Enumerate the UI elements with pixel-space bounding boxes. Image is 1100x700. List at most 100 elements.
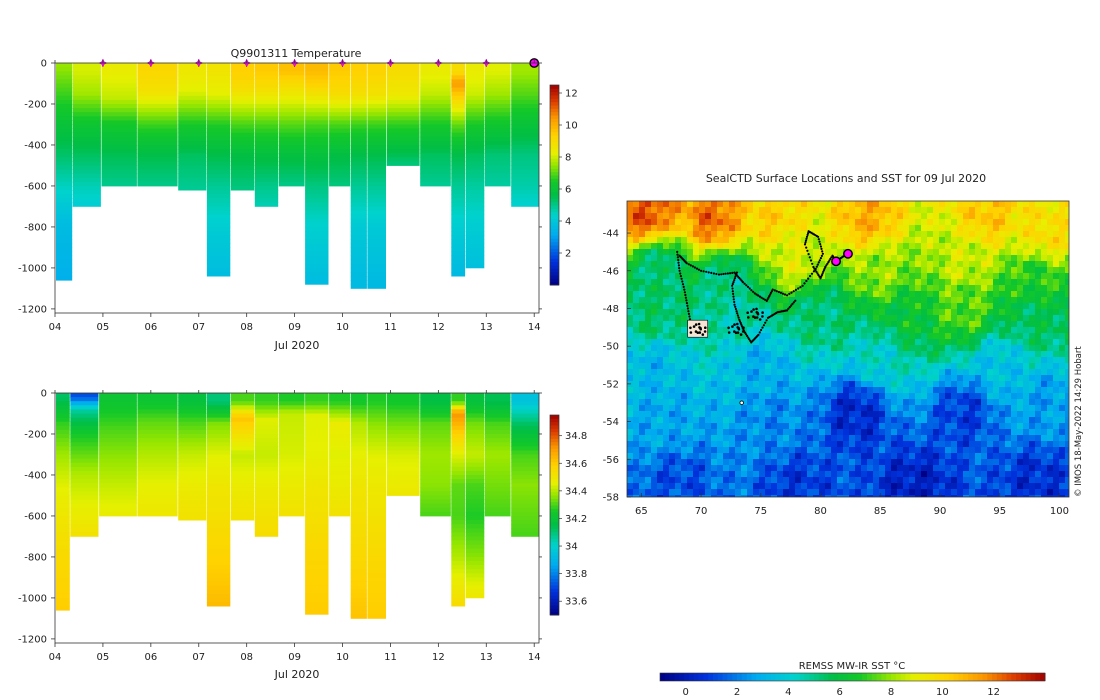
sst-cell	[981, 249, 988, 256]
profile-cell	[465, 71, 485, 76]
sst-cell	[669, 375, 676, 382]
sst-cell	[663, 393, 670, 400]
sst-cell	[663, 453, 670, 460]
sst-cell	[837, 273, 844, 280]
sst-cell	[963, 315, 970, 322]
sst-cell	[837, 219, 844, 226]
sst-cell	[963, 285, 970, 292]
sst-cell	[1053, 447, 1060, 454]
sst-cell	[951, 387, 958, 394]
sst-cell	[801, 339, 808, 346]
profile-cell	[350, 235, 367, 240]
sst-cell	[735, 363, 742, 370]
profile-cell	[56, 565, 70, 570]
sst-cell	[903, 363, 910, 370]
sst-cell	[687, 375, 694, 382]
sst-cell	[867, 297, 874, 304]
profile-cell	[56, 194, 73, 199]
sst-cell	[861, 303, 868, 310]
sst-cell	[987, 411, 994, 418]
sst-cell	[711, 201, 718, 208]
sst-cell	[777, 423, 784, 430]
sst-cell	[993, 423, 1000, 430]
profile-cell	[178, 116, 207, 121]
profile-cell	[484, 95, 511, 101]
sst-cell	[705, 453, 712, 460]
profile-cell	[420, 487, 451, 492]
profile-cell	[278, 413, 305, 418]
sst-cell	[909, 351, 916, 358]
profile-cell	[367, 251, 386, 256]
sst-cell	[939, 255, 946, 262]
sst-cell	[981, 315, 988, 322]
sst-cell	[807, 393, 814, 400]
x-tick-label: 11	[384, 322, 397, 333]
sst-cell	[699, 453, 706, 460]
profile-cell	[305, 243, 329, 248]
profile-cell	[350, 540, 367, 545]
sst-cell	[915, 315, 922, 322]
sst-cell	[795, 441, 802, 448]
sst-cell	[663, 219, 670, 226]
sst-cell	[1059, 303, 1066, 310]
sst-cell	[951, 327, 958, 334]
sst-cell	[939, 351, 946, 358]
profile-cell	[367, 222, 386, 228]
sst-cell	[705, 411, 712, 418]
profile-cell	[230, 71, 255, 76]
sst-cell	[783, 261, 790, 268]
sst-cell	[645, 297, 652, 304]
sst-cell	[795, 381, 802, 388]
profile-cell	[56, 597, 70, 603]
colorbar-swatch	[550, 261, 559, 266]
sst-cell	[945, 351, 952, 358]
sst-cell	[1011, 387, 1018, 394]
sst-cell	[921, 321, 928, 328]
sst-cell	[975, 237, 982, 244]
sst-cell	[663, 417, 670, 424]
profile-cell	[329, 413, 351, 418]
sst-cell	[1017, 393, 1024, 400]
profile-cell	[56, 214, 73, 220]
profile-cell	[451, 116, 466, 121]
profile-cell	[178, 99, 207, 105]
profile-cell	[350, 602, 367, 607]
colorbar-swatch	[550, 528, 559, 533]
sst-cell	[741, 243, 748, 250]
profile-cell	[367, 442, 386, 447]
sst-cell	[651, 219, 658, 226]
sst-cell	[663, 207, 670, 214]
sst-cell	[831, 297, 838, 304]
profile-cell	[329, 132, 351, 138]
sst-cell	[759, 267, 766, 274]
sst-cell	[777, 243, 784, 250]
profile-cell	[56, 536, 70, 541]
sst-cell	[1047, 237, 1054, 244]
sst-cell	[777, 213, 784, 220]
sst-cell	[915, 381, 922, 388]
sst-cell	[807, 291, 814, 298]
sst-cell	[801, 447, 808, 454]
colorbar-swatch	[550, 148, 559, 153]
sst-cell	[639, 207, 646, 214]
sst-cell	[975, 297, 982, 304]
sst-cell	[693, 459, 700, 466]
profile-cell	[305, 458, 329, 464]
sst-cell	[777, 363, 784, 370]
profile-cell	[367, 475, 386, 480]
profile-cell	[56, 483, 70, 488]
sst-cell	[657, 417, 664, 424]
sst-cell	[1053, 303, 1060, 310]
sst-cell	[771, 267, 778, 274]
sst-cell	[1005, 321, 1012, 328]
sst-cell	[957, 339, 964, 346]
colorbar-swatch	[550, 181, 559, 186]
sst-cell	[699, 201, 706, 208]
sst-cell	[747, 363, 754, 370]
sst-cell	[729, 417, 736, 424]
sst-cell	[957, 453, 964, 460]
sst-cell	[693, 399, 700, 406]
profile-cell	[305, 231, 329, 236]
colorbar-swatch	[550, 468, 559, 473]
profile-cell	[465, 499, 485, 505]
